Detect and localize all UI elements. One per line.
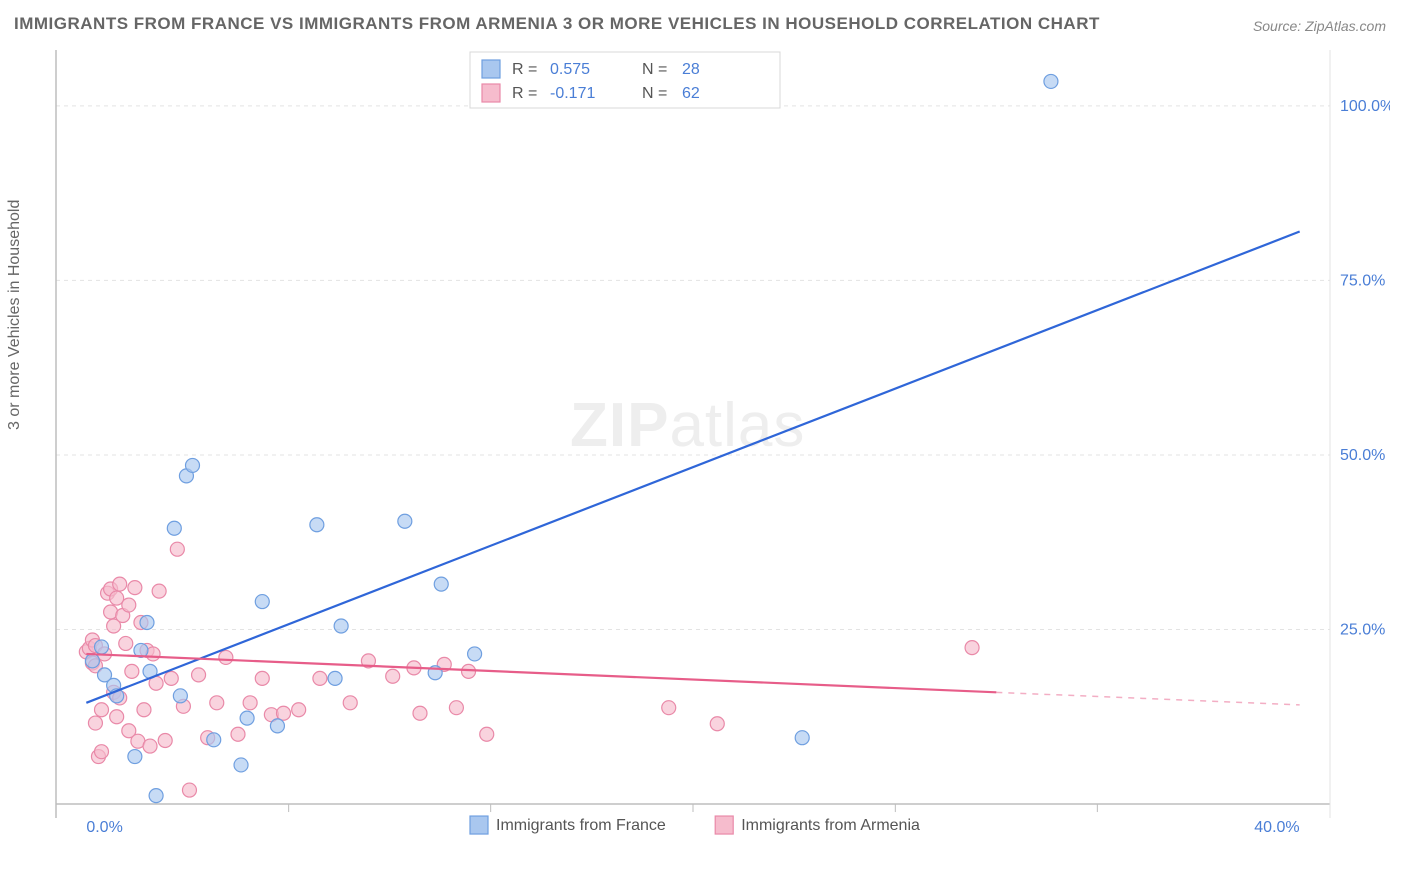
data-point (434, 577, 448, 591)
data-point (119, 636, 133, 650)
legend-text: 28 (682, 61, 700, 78)
data-point (110, 710, 124, 724)
regression-line-2-dash (996, 692, 1299, 705)
data-point (140, 616, 154, 630)
data-point (255, 671, 269, 685)
data-point (965, 641, 979, 655)
legend-swatch (470, 816, 488, 834)
legend-text: N = (642, 85, 667, 102)
legend-top: R = 0.575 N = 28 R = -0.171 N = 62 (470, 52, 780, 108)
data-point (234, 758, 248, 772)
data-point (149, 789, 163, 803)
data-point (95, 745, 109, 759)
data-point (255, 595, 269, 609)
data-point (277, 706, 291, 720)
data-point (210, 696, 224, 710)
data-point (462, 664, 476, 678)
y-tick-label: 100.0% (1340, 98, 1390, 115)
data-point (468, 647, 482, 661)
data-point (128, 581, 142, 595)
y-axis-label: 3 or more Vehicles in Household (6, 200, 24, 430)
data-point (88, 716, 102, 730)
data-point (85, 654, 99, 668)
data-point (207, 733, 221, 747)
x-tick-label: 40.0% (1254, 819, 1299, 836)
chart-container: IMMIGRANTS FROM FRANCE VS IMMIGRANTS FRO… (0, 0, 1406, 892)
data-point (710, 717, 724, 731)
legend-swatch (482, 84, 500, 102)
data-point (192, 668, 206, 682)
data-point (186, 458, 200, 472)
data-point (662, 701, 676, 715)
x-tick-label: 0.0% (86, 819, 122, 836)
data-point (449, 701, 463, 715)
legend-text: 0.575 (550, 61, 590, 78)
data-point (334, 619, 348, 633)
data-point (313, 671, 327, 685)
legend-bottom: Immigrants from France Immigrants from Ar… (470, 816, 920, 834)
data-point (270, 719, 284, 733)
legend-swatch (482, 60, 500, 78)
data-point (95, 640, 109, 654)
x-tick-labels: 0.0% 40.0% (86, 819, 1299, 836)
data-point (795, 731, 809, 745)
data-point (413, 706, 427, 720)
regression-line-1 (86, 232, 1299, 703)
data-point (1044, 74, 1058, 88)
scatter-chart: 25.0% 50.0% 75.0% 100.0% 0.0% 40.0% R = 0.575… (40, 46, 1390, 856)
data-point (143, 739, 157, 753)
data-point (137, 703, 151, 717)
chart-title: IMMIGRANTS FROM FRANCE VS IMMIGRANTS FRO… (14, 14, 1100, 34)
data-point (125, 664, 139, 678)
data-point (158, 734, 172, 748)
data-point (310, 518, 324, 532)
data-point (398, 514, 412, 528)
data-point (243, 696, 257, 710)
y-tick-labels: 25.0% 50.0% 75.0% 100.0% (1340, 98, 1390, 639)
y-tick-label: 25.0% (1340, 621, 1385, 638)
legend-text: 62 (682, 85, 700, 102)
data-point (113, 577, 127, 591)
data-point (95, 703, 109, 717)
data-point (170, 542, 184, 556)
legend-text: -0.171 (550, 85, 595, 102)
legend-text: R = (512, 85, 537, 102)
legend-text: R = (512, 61, 537, 78)
data-point (164, 671, 178, 685)
series1-points (85, 74, 1058, 802)
data-point (231, 727, 245, 741)
regression-line-2 (86, 654, 996, 692)
data-point (343, 696, 357, 710)
legend-label: Immigrants from Armenia (741, 817, 920, 834)
data-point (240, 711, 254, 725)
data-point (122, 598, 136, 612)
data-point (182, 783, 196, 797)
data-point (152, 584, 166, 598)
data-point (219, 650, 233, 664)
source-label: Source: ZipAtlas.com (1253, 18, 1386, 34)
data-point (167, 521, 181, 535)
legend-swatch (715, 816, 733, 834)
data-point (480, 727, 494, 741)
data-point (128, 750, 142, 764)
regression-lines (86, 232, 1299, 705)
y-tick-label: 50.0% (1340, 447, 1385, 464)
data-point (292, 703, 306, 717)
data-point (328, 671, 342, 685)
legend-label: Immigrants from France (496, 817, 666, 834)
data-point (386, 669, 400, 683)
legend-text: N = (642, 61, 667, 78)
data-point (173, 689, 187, 703)
y-tick-label: 75.0% (1340, 272, 1385, 289)
series2-points (79, 542, 979, 797)
